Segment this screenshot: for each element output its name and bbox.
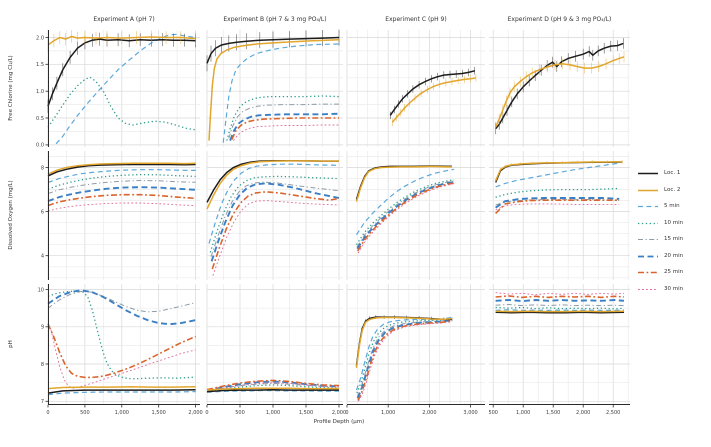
- svg-text:1,000: 1,000: [381, 410, 395, 416]
- legend-line-sample: [638, 189, 658, 191]
- legend-line-sample: [638, 205, 658, 208]
- svg-text:2.0: 2.0: [36, 35, 44, 41]
- svg-text:2,000: 2,000: [332, 410, 346, 416]
- panel-d-ph: 500 1,000 1,500 2,000 2,500: [488, 284, 630, 416]
- legend-item-label: 15 min: [664, 236, 684, 242]
- legend-line-sample: [638, 288, 658, 290]
- legend-line-sample: [638, 255, 658, 257]
- legend-item-label: Loc. 2: [664, 186, 681, 193]
- svg-text:0: 0: [345, 410, 348, 416]
- legend-item-min15: 15 min: [637, 236, 709, 243]
- legend-item-label: 25 min: [664, 269, 684, 275]
- y-axis-label-dissolved-oxygen: Dissolved Oxygen (mg/L): [8, 180, 14, 250]
- panel-a-ph: 7 8 9 10 0 500 1,000 1,500 2,000: [38, 284, 203, 416]
- legend-line-sample: [638, 222, 658, 224]
- legend-item-min20: 20 min: [637, 253, 709, 260]
- svg-text:8: 8: [41, 165, 44, 171]
- legend-item-label: 20 min: [664, 252, 684, 259]
- panel-c-dissolved-oxygen: [346, 151, 485, 280]
- svg-text:1,000: 1,000: [516, 410, 530, 416]
- facet-title-experiment-c: Experiment C (pH 9): [385, 16, 447, 23]
- facet-title-experiment-a: Experiment A (pH 7): [93, 16, 155, 23]
- legend-line-sample: [638, 172, 658, 175]
- y-axis-label-ph: pH: [8, 340, 14, 348]
- svg-text:2,000: 2,000: [188, 410, 202, 416]
- svg-text:1.5: 1.5: [36, 62, 44, 68]
- panel-b-free-chlorine: [206, 29, 343, 147]
- legend-item-label: Loc. 1: [664, 170, 681, 176]
- panel-a-free-chlorine: 0.0 0.5 1.0 1.5 2.0: [36, 30, 200, 149]
- legend-line-sample: [638, 239, 658, 240]
- svg-text:500: 500: [80, 410, 90, 416]
- svg-text:8: 8: [41, 362, 44, 368]
- legend-line-sample: [638, 271, 658, 274]
- legend-item-min10: 10 min: [637, 220, 709, 227]
- legend-item-label: 5 min: [664, 203, 680, 209]
- svg-text:0.0: 0.0: [36, 143, 44, 149]
- svg-text:2,000: 2,000: [422, 410, 436, 416]
- svg-text:0: 0: [205, 410, 208, 416]
- svg-text:1,500: 1,500: [299, 410, 313, 416]
- svg-text:1,500: 1,500: [546, 410, 560, 416]
- svg-text:0.5: 0.5: [36, 116, 44, 122]
- legend-item-min25: 25 min: [637, 269, 709, 276]
- svg-text:9: 9: [41, 325, 44, 331]
- y-axis-label-free-chlorine: Free Chlorine (mg Cl₂/L): [8, 55, 14, 121]
- svg-text:1.0: 1.0: [36, 89, 44, 95]
- legend-item-loc2: Loc. 2: [637, 187, 709, 194]
- panel-c-free-chlorine: [346, 30, 485, 147]
- legend: Loc. 1 Loc. 2 5 min 10 min 15 min 20 min 25 mi…: [637, 170, 709, 302]
- svg-text:6: 6: [41, 209, 44, 215]
- svg-text:0: 0: [46, 410, 49, 416]
- panel-b-dissolved-oxygen: [206, 151, 343, 280]
- svg-text:3,000: 3,000: [463, 410, 477, 416]
- legend-item-label: 10 min: [664, 219, 684, 226]
- panel-c-ph: 0 1,000 2,000 3,000: [345, 284, 485, 416]
- svg-text:500: 500: [235, 410, 245, 416]
- svg-text:10: 10: [38, 287, 44, 293]
- panel-d-dissolved-oxygen: [489, 151, 630, 280]
- panel-b-ph: 0 500 1,000 1,500 2,000: [205, 284, 346, 416]
- facet-title-experiment-b: Experiment B (pH 7 & 3 mg PO₄/L): [223, 16, 327, 23]
- legend-item-min5: 5 min: [637, 203, 709, 210]
- panel-a-dissolved-oxygen: 4 6 8: [41, 151, 200, 280]
- panel-d-free-chlorine: [489, 30, 630, 147]
- facet-title-experiment-d: Experiment D (pH 9 & 3 mg PO₄/L): [507, 16, 612, 23]
- svg-text:1,000: 1,000: [115, 410, 129, 416]
- svg-text:1,500: 1,500: [152, 410, 166, 416]
- legend-item-label: 30 min: [664, 285, 684, 292]
- svg-text:4: 4: [41, 254, 44, 260]
- svg-text:500: 500: [488, 410, 498, 416]
- legend-item-loc1: Loc. 1: [637, 170, 709, 177]
- svg-text:2,500: 2,500: [606, 410, 620, 416]
- svg-text:2,000: 2,000: [576, 410, 590, 416]
- x-axis-label: Profile Depth (μm): [313, 419, 365, 425]
- svg-text:1,000: 1,000: [266, 410, 280, 416]
- legend-item-min30: 30 min: [637, 286, 709, 293]
- svg-text:7: 7: [41, 399, 44, 405]
